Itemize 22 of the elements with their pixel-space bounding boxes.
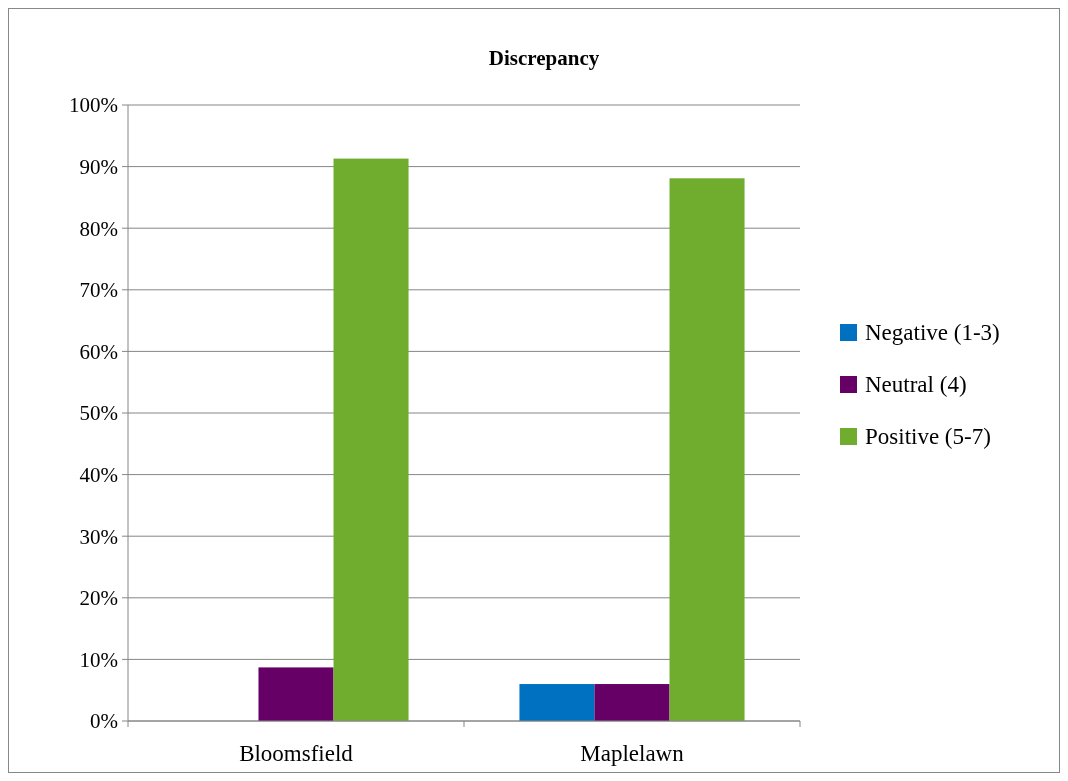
y-tick-label: 10% bbox=[79, 647, 118, 672]
y-tick-label: 20% bbox=[79, 586, 118, 611]
y-tick-label: 60% bbox=[79, 339, 118, 364]
y-tick-label: 0% bbox=[90, 709, 118, 734]
y-tick-label: 70% bbox=[79, 278, 118, 303]
legend-label: Positive (5-7) bbox=[865, 424, 991, 450]
x-tick-label: Bloomsfield bbox=[239, 741, 354, 766]
y-tick-label: 80% bbox=[79, 216, 118, 241]
y-tick-label: 30% bbox=[79, 524, 118, 549]
y-tick-label: 100% bbox=[69, 93, 118, 118]
legend-label: Neutral (4) bbox=[865, 372, 967, 398]
bar bbox=[594, 684, 670, 721]
y-tick-label: 50% bbox=[79, 401, 118, 426]
chart-title: Discrepancy bbox=[488, 46, 600, 70]
bar bbox=[669, 178, 745, 721]
x-tick-label: Maplelawn bbox=[580, 741, 685, 766]
bar bbox=[258, 667, 334, 721]
y-tick-label: 90% bbox=[79, 154, 118, 179]
bar bbox=[519, 684, 595, 721]
y-tick-label: 40% bbox=[79, 462, 118, 487]
bar bbox=[333, 158, 409, 721]
legend-label: Negative (1-3) bbox=[865, 320, 1000, 346]
